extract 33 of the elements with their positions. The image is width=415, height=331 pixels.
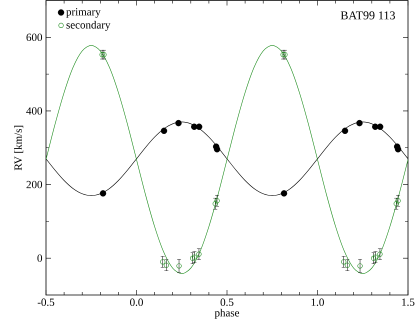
- x-tick-label: 1.0: [312, 298, 324, 306]
- legend-label: primary: [66, 8, 101, 18]
- x-axis-title: phase: [214, 308, 240, 319]
- y-tick-label: 0: [37, 254, 42, 262]
- legend-label: secondary: [66, 20, 110, 31]
- point: [100, 52, 105, 58]
- point: [160, 128, 168, 134]
- point: [394, 146, 402, 152]
- x-tick-label: -0.5: [38, 298, 54, 306]
- point: [280, 190, 288, 197]
- point: [214, 146, 220, 152]
- y-tick-label: 600: [26, 34, 42, 42]
- x-tick-label: 0.5: [220, 298, 234, 306]
- point: [342, 128, 348, 134]
- point: [100, 190, 106, 197]
- x-tick-label: 1.5: [402, 298, 414, 306]
- point: [191, 124, 198, 130]
- point: [282, 52, 288, 58]
- point: [101, 52, 107, 58]
- point: [196, 124, 202, 130]
- point: [376, 124, 384, 130]
- x-tick-label: 0.0: [130, 298, 143, 306]
- line-series: [46, 45, 408, 274]
- y-tick-label: 200: [26, 180, 42, 188]
- point: [372, 124, 378, 130]
- point: [357, 263, 363, 269]
- point: [175, 120, 182, 126]
- point: [280, 52, 286, 58]
- point: [356, 120, 363, 126]
- y-tick-label: 400: [26, 107, 42, 115]
- point: [176, 263, 182, 269]
- annotation: BAT99 113: [340, 11, 395, 20]
- y-axis-title: RV [km/s]: [14, 126, 24, 170]
